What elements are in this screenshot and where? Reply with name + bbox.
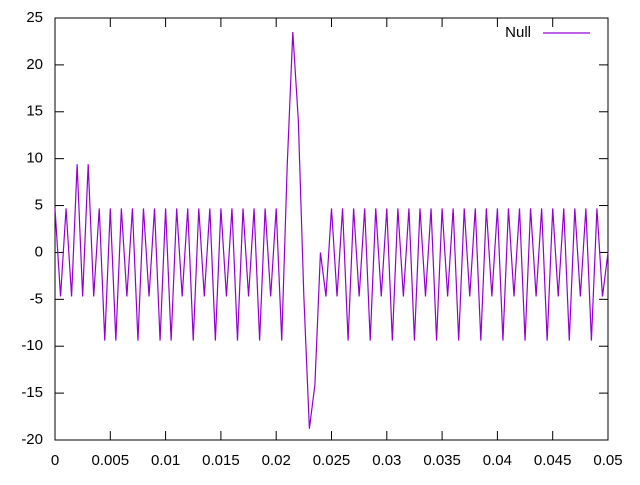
y-tick-label: 20: [26, 56, 43, 73]
x-tick-label: 0.01: [151, 452, 180, 469]
y-tick-label: 10: [26, 150, 43, 167]
y-tick-label: -10: [21, 337, 43, 354]
x-tick-label: 0.035: [423, 452, 461, 469]
y-tick-label: 15: [26, 103, 43, 120]
x-tick-label: 0.02: [262, 452, 291, 469]
plot-border: [54, 17, 609, 441]
y-tick-label: 0: [35, 243, 43, 260]
legend-label: Null: [505, 24, 531, 41]
y-tick-label: 25: [26, 9, 43, 26]
x-tick-label: 0: [51, 452, 59, 469]
y-tick-label: -5: [30, 290, 43, 307]
x-tick-label: 0.04: [483, 452, 512, 469]
x-tick-label: 0.015: [202, 452, 240, 469]
y-tick-label: -20: [21, 431, 43, 448]
x-tick-label: 0.005: [92, 452, 130, 469]
y-tick-label: -15: [21, 384, 43, 401]
x-tick-label: 0.03: [372, 452, 401, 469]
y-tick-label: 5: [35, 197, 43, 214]
x-tick-label: 0.05: [593, 452, 622, 469]
x-tick-label: 0.025: [313, 452, 351, 469]
x-tick-label: 0.045: [534, 452, 572, 469]
data-line: [54, 32, 609, 429]
